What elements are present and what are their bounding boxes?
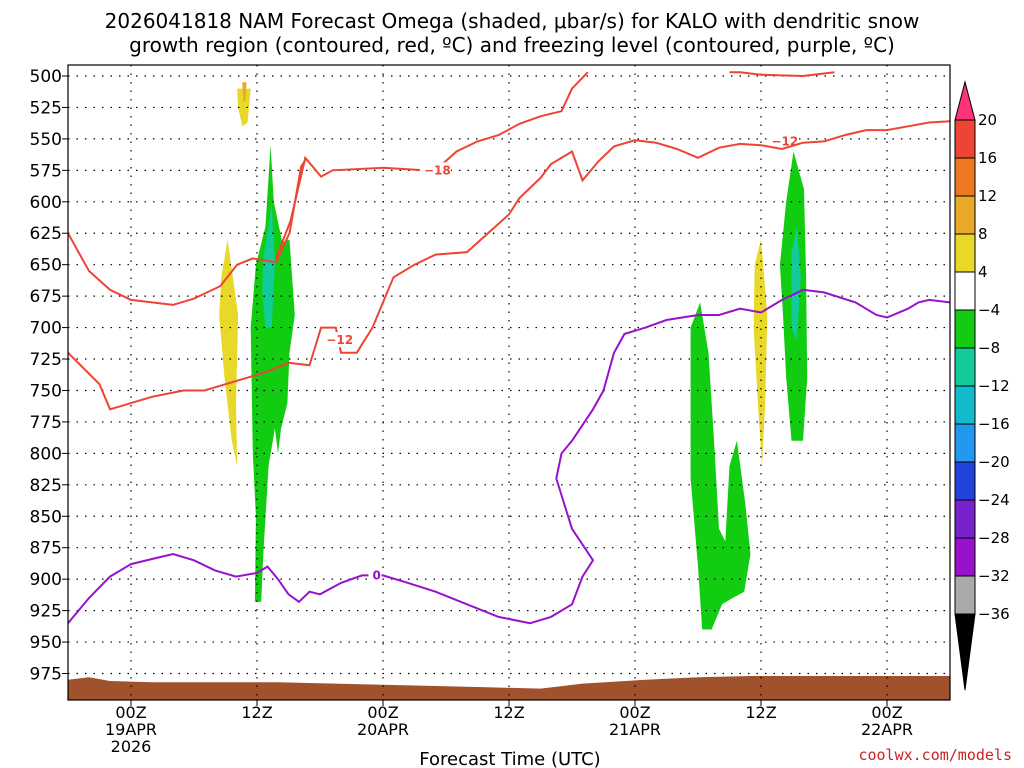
colorbar-swatch-3 xyxy=(954,195,976,235)
y-tick-label-11: 775 xyxy=(30,413,62,433)
y-tick-label-3: 575 xyxy=(30,161,62,181)
colorbar-bottom-arrow xyxy=(954,613,976,691)
isotherm-label-bg-4 xyxy=(368,567,382,583)
colorbar-top-arrow xyxy=(954,80,976,121)
isotherm-label-bg-1 xyxy=(767,133,799,149)
omega-region-8 xyxy=(791,226,801,341)
isotherm-label-0: −18 xyxy=(424,163,451,177)
isotherm-label-4: 0 xyxy=(373,568,381,582)
plot-inner: −18 −12 −12 0 xyxy=(68,65,950,700)
colorbar-swatch-5 xyxy=(954,271,976,311)
y-tick-label-8: 700 xyxy=(30,319,62,339)
colorbar-label-11: −28 xyxy=(978,529,1010,547)
colorbar-label-4: 4 xyxy=(978,263,988,281)
omega-region-0 xyxy=(237,88,251,127)
credit-text: coolwx.com/models xyxy=(858,746,1012,764)
isotherm-label-bg-0 xyxy=(419,162,451,178)
colorbar-label-0: 20 xyxy=(978,111,997,129)
x-tick-label-4-1: 21APR xyxy=(609,720,661,739)
chart-title-line-1: 2026041818 NAM Forecast Omega (shaded, μ… xyxy=(105,9,920,33)
isotherm-label-1: −12 xyxy=(772,134,799,148)
colorbar-label-3: 8 xyxy=(978,225,988,243)
x-tick-label-3-0: 12Z xyxy=(493,703,524,722)
isotherm-label-bg-2 xyxy=(322,332,354,348)
y-tick-label-12: 800 xyxy=(30,444,62,464)
colorbar-swatch-11 xyxy=(954,499,976,539)
colorbar-label-5: −4 xyxy=(978,301,1000,319)
x-tick-label-4-0: 00Z xyxy=(619,703,650,722)
isotherm-line-3 xyxy=(729,71,835,78)
chart-title-line-2: growth region (contoured, red, ºC) and f… xyxy=(129,33,895,57)
x-tick-label-6-0: 00Z xyxy=(871,703,902,722)
y-tick-label-6: 650 xyxy=(30,256,62,276)
colorbar-label-12: −32 xyxy=(978,567,1010,585)
omega-region-2 xyxy=(219,239,239,466)
x-tick-label-0-0: 00Z xyxy=(115,703,146,722)
isotherm-line-0 xyxy=(274,71,589,259)
y-tick-label-7: 675 xyxy=(30,287,62,307)
y-tick-label-19: 975 xyxy=(30,665,62,685)
colorbar-label-7: −12 xyxy=(978,377,1010,395)
x-tick-label-6-1: 22APR xyxy=(861,720,913,739)
isotherm-line-1 xyxy=(68,159,307,306)
y-tick-label-2: 550 xyxy=(30,130,62,150)
colorbar-swatch-6 xyxy=(954,309,976,349)
y-tick-label-14: 850 xyxy=(30,507,62,527)
y-tick-label-0: 500 xyxy=(30,67,62,87)
colorbar-label-1: 16 xyxy=(978,149,997,167)
x-tick-label-0-2: 2026 xyxy=(111,737,152,756)
isotherm-line-2 xyxy=(68,120,950,411)
y-tick-label-5: 625 xyxy=(30,224,62,244)
colorbar-swatch-8 xyxy=(954,385,976,425)
colorbar-label-6: −8 xyxy=(978,339,1000,357)
y-tick-label-9: 725 xyxy=(30,350,62,370)
y-tick-label-17: 925 xyxy=(30,602,62,622)
y-tick-label-10: 750 xyxy=(30,381,62,401)
y-tick-label-18: 950 xyxy=(30,633,62,653)
colorbar-swatch-1 xyxy=(954,119,976,159)
y-tick-label-1: 525 xyxy=(30,98,62,118)
y-tick-label-15: 875 xyxy=(30,539,62,559)
omega-region-1 xyxy=(242,82,247,102)
y-tick-label-16: 900 xyxy=(30,570,62,590)
x-tick-label-5-0: 12Z xyxy=(745,703,776,722)
x-tick-label-0-1: 19APR xyxy=(105,720,157,739)
colorbar-label-8: −16 xyxy=(978,415,1010,433)
omega-region-4 xyxy=(262,201,275,328)
x-tick-label-2-0: 00Z xyxy=(367,703,398,722)
isotherm-line-4 xyxy=(68,288,950,625)
colorbar-swatch-7 xyxy=(954,347,976,387)
colorbar-label-9: −20 xyxy=(978,453,1010,471)
y-tick-label-4: 600 xyxy=(30,193,62,213)
x-tick-label-2-1: 20APR xyxy=(357,720,409,739)
colorbar-label-10: −24 xyxy=(978,491,1010,509)
colorbar-swatch-2 xyxy=(954,157,976,197)
colorbar-swatch-4 xyxy=(954,233,976,273)
isotherm-label-2: −12 xyxy=(326,333,353,347)
ground-terrain xyxy=(68,676,950,700)
colorbar-swatch-12 xyxy=(954,537,976,577)
plot-frame xyxy=(67,64,951,701)
colorbar-label-2: 12 xyxy=(978,187,997,205)
colorbar-swatch-10 xyxy=(954,461,976,501)
x-tick-label-1-0: 12Z xyxy=(241,703,272,722)
colorbar-swatch-9 xyxy=(954,423,976,463)
colorbar-label-13: −36 xyxy=(978,605,1010,623)
omega-region-5 xyxy=(690,302,751,630)
colorbar-swatch-13 xyxy=(954,575,976,615)
x-axis-label: Forecast Time (UTC) xyxy=(419,749,600,768)
y-tick-label-13: 825 xyxy=(30,476,62,496)
